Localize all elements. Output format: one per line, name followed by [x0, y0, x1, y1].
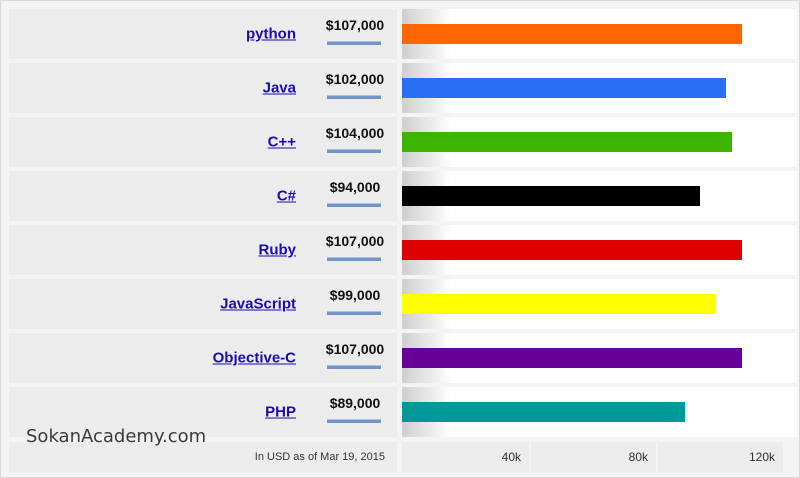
x-axis-segment: 120k [658, 442, 783, 472]
bar-cell [402, 225, 797, 275]
chart-row: C++ $104,000 [9, 117, 797, 167]
bar [402, 132, 732, 152]
bar [402, 402, 685, 422]
category-cell: PHP $89,000 [9, 387, 397, 437]
x-tick-label: 40k [501, 450, 521, 464]
value-underline [327, 311, 381, 315]
bar [402, 294, 716, 314]
x-tick-label: 120k [748, 450, 775, 464]
bar [402, 186, 700, 206]
bar-cell [402, 63, 797, 113]
value-underline [327, 149, 381, 153]
bar [402, 240, 742, 260]
x-axis-segment: 80k [531, 442, 656, 472]
value-label: $94,000 [329, 179, 381, 195]
bar-cell [402, 333, 797, 383]
chart-row: Objective-C $107,000 [9, 333, 797, 383]
chart-row: PHP $89,000 [9, 387, 797, 437]
chart-row: JavaScript $99,000 [9, 279, 797, 329]
value-label: $99,000 [329, 287, 381, 303]
value-label: $107,000 [325, 341, 385, 357]
chart-row: Ruby $107,000 [9, 225, 797, 275]
value-label: $102,000 [325, 71, 385, 87]
value-underline [327, 41, 381, 45]
value-label: $89,000 [329, 395, 381, 411]
value-label: $107,000 [325, 17, 385, 33]
value-label: $104,000 [325, 125, 385, 141]
category-cell: Objective-C $107,000 [9, 333, 397, 383]
category-label-link[interactable]: Objective-C [212, 349, 296, 367]
x-tick-label: 80k [628, 450, 648, 464]
chart-row: C# $94,000 [9, 171, 797, 221]
value-label: $107,000 [325, 233, 385, 249]
category-cell: Ruby $107,000 [9, 225, 397, 275]
category-label-link[interactable]: Java [262, 79, 296, 97]
currency-note: In USD as of Mar 19, 2015 [254, 451, 385, 463]
category-cell: C# $94,000 [9, 171, 397, 221]
value-underline [327, 257, 381, 261]
bar [402, 24, 742, 44]
category-label-link[interactable]: C# [276, 187, 296, 205]
value-underline [327, 203, 381, 207]
bar-cell [402, 9, 797, 59]
x-axis-segment: 40k [402, 442, 529, 472]
bar-cell [402, 279, 797, 329]
bar-cell [402, 387, 797, 437]
category-label-link[interactable]: C++ [267, 133, 296, 151]
category-label-link[interactable]: PHP [265, 403, 296, 421]
bar [402, 78, 726, 98]
currency-note-cell: In USD as of Mar 19, 2015 [9, 442, 397, 472]
value-underline [327, 365, 381, 369]
chart-row: Java $102,000 [9, 63, 797, 113]
category-label-link[interactable]: python [246, 25, 296, 43]
category-cell: C++ $104,000 [9, 117, 397, 167]
chart-footer: In USD as of Mar 19, 2015 40k 80k 120k [9, 442, 797, 472]
chart-row: python $107,000 [9, 9, 797, 59]
category-label-link[interactable]: JavaScript [220, 295, 296, 313]
value-underline [327, 419, 381, 423]
category-label-link[interactable]: Ruby [258, 241, 297, 259]
bar-cell [402, 117, 797, 167]
bar [402, 348, 742, 368]
category-cell: python $107,000 [9, 9, 397, 59]
category-cell: JavaScript $99,000 [9, 279, 397, 329]
watermark-text: SokanAcademy.com [26, 426, 207, 447]
category-cell: Java $102,000 [9, 63, 397, 113]
value-underline [327, 95, 381, 99]
bar-cell [402, 171, 797, 221]
